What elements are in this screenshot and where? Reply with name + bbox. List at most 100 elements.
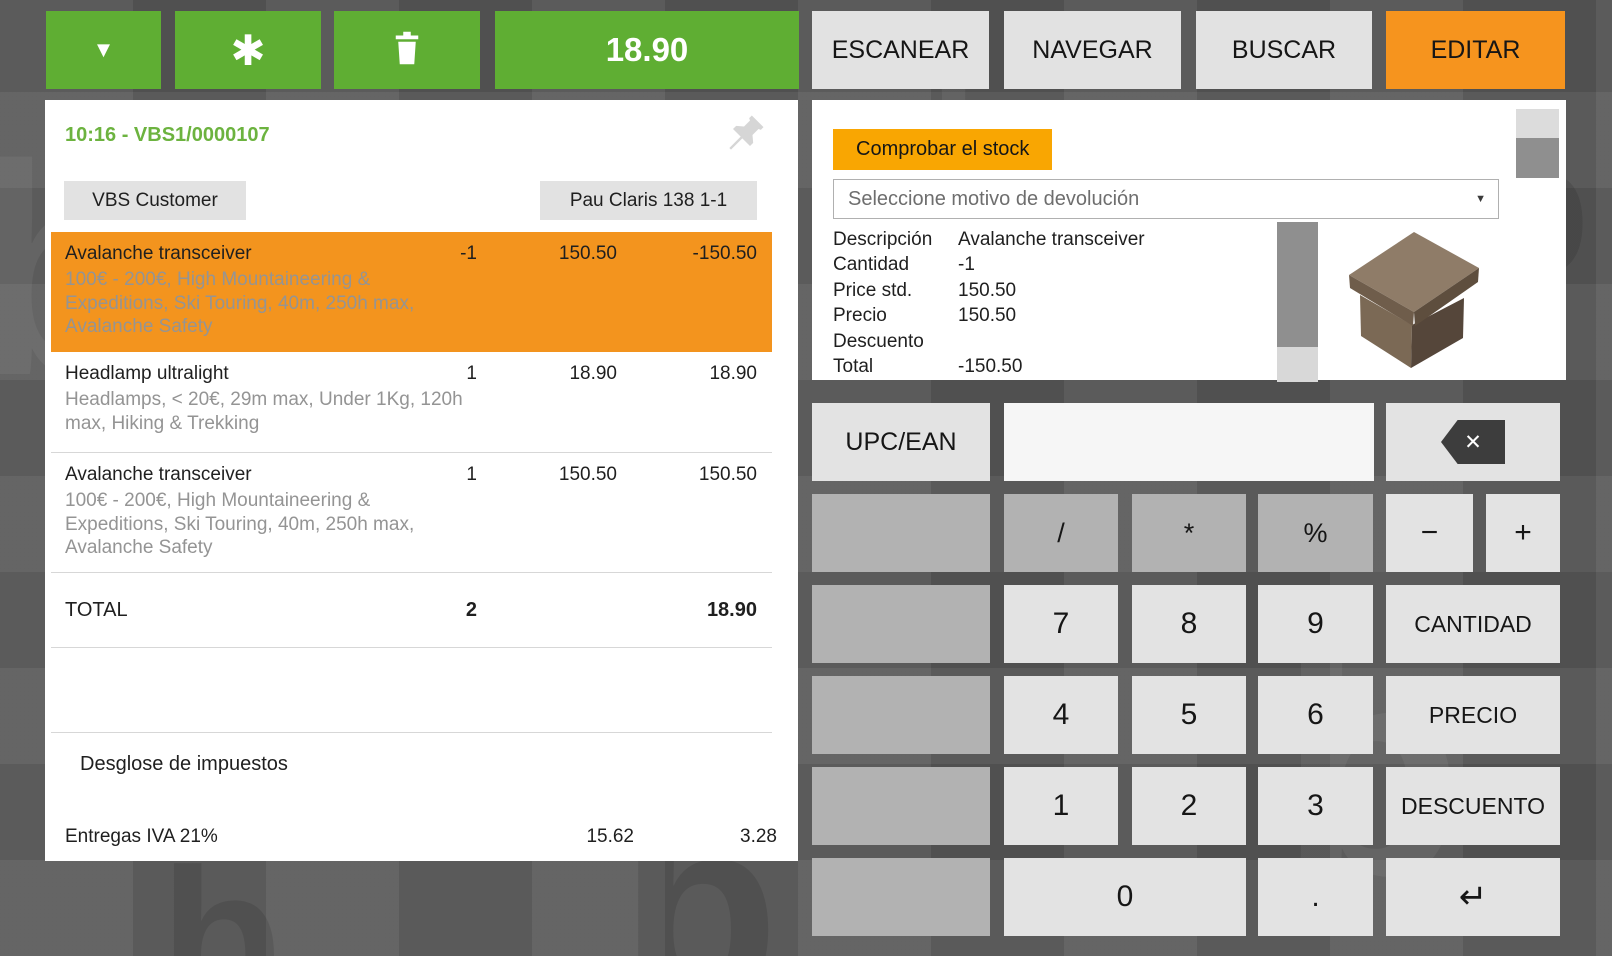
scan-button-label: ESCANEAR xyxy=(831,35,970,64)
blank-key[interactable] xyxy=(812,767,990,845)
total-amount: 18.90 xyxy=(706,598,757,621)
product-fields: Descripción Avalanche transceiver Cantid… xyxy=(833,227,1145,379)
return-reason-value: Seleccione motivo de devolución xyxy=(848,187,1140,210)
digit-1-key[interactable]: 1 xyxy=(1004,767,1118,845)
field-row: Cantidad -1 xyxy=(833,252,1145,277)
collapse-order-button[interactable]: ▼ xyxy=(46,11,161,89)
line-qty: -1 xyxy=(460,243,477,264)
order-line[interactable]: Avalanche transceiver -1 150.50 -150.50 … xyxy=(51,232,772,352)
line-qty: 1 xyxy=(466,363,477,384)
total-qty: 2 xyxy=(465,598,477,621)
multiply-label: * xyxy=(1183,517,1195,548)
order-total-row: TOTAL 2 18.90 xyxy=(51,573,772,648)
enter-key[interactable]: ↵ xyxy=(1386,858,1560,936)
digit-8-key[interactable]: 8 xyxy=(1132,585,1246,663)
enter-icon: ↵ xyxy=(1458,878,1488,916)
product-image xyxy=(1324,220,1494,375)
digit-0-key[interactable]: 0 xyxy=(1004,858,1246,936)
product-detail-panel: Comprobar el stock Seleccione motivo de … xyxy=(812,100,1566,382)
field-row: Total -150.50 xyxy=(833,354,1145,379)
customer-address-button[interactable]: Pau Claris 138 1-1 xyxy=(540,181,757,220)
decimal-point-key[interactable]: . xyxy=(1258,858,1373,936)
order-line[interactable]: Avalanche transceiver 1 150.50 150.50 10… xyxy=(51,453,772,573)
edit-button[interactable]: EDITAR xyxy=(1386,11,1565,89)
receipt-panel: 10:16 - VBS1/0000107 VBS Customer Pau Cl… xyxy=(45,100,798,861)
scrollbar-track xyxy=(1277,347,1318,382)
field-row: Price std. 150.50 xyxy=(833,278,1145,303)
blank-key[interactable] xyxy=(812,858,990,936)
digit-label: 2 xyxy=(1180,789,1198,822)
check-stock-button[interactable]: Comprobar el stock xyxy=(833,129,1053,170)
field-row: Descripción Avalanche transceiver xyxy=(833,227,1145,252)
digit-label: 3 xyxy=(1307,789,1324,822)
digit-2-key[interactable]: 2 xyxy=(1132,767,1246,845)
percent-key[interactable]: % xyxy=(1258,494,1373,572)
product-name: Avalanche transceiver xyxy=(65,464,252,485)
order-total-value: 18.90 xyxy=(605,31,689,68)
price-mode-key[interactable]: PRECIO xyxy=(1386,676,1560,754)
product-name: Headlamp ultralight xyxy=(65,363,229,384)
asterisk-button[interactable]: ✱ xyxy=(175,11,321,89)
product-name: Avalanche transceiver xyxy=(65,243,252,264)
quantity-mode-key[interactable]: CANTIDAD xyxy=(1386,585,1560,663)
percent-label: % xyxy=(1303,517,1328,548)
delete-order-button[interactable] xyxy=(334,11,480,89)
chevron-down-icon: ▼ xyxy=(92,37,115,62)
divider xyxy=(51,732,772,733)
field-value: 150.50 xyxy=(958,279,1017,301)
field-label: Descuento xyxy=(833,330,924,352)
digit-label: 4 xyxy=(1052,698,1070,731)
line-qty: 1 xyxy=(466,464,477,485)
panel-scrollbar[interactable] xyxy=(1516,109,1559,178)
line-price: 18.90 xyxy=(569,363,617,384)
keypad-input[interactable] xyxy=(1004,403,1374,481)
product-description: 100€ - 200€, High Mountaineering & Exped… xyxy=(65,490,415,558)
browse-button-label: NAVEGAR xyxy=(1032,35,1153,64)
field-row: Descuento xyxy=(833,329,1145,354)
digit-7-key[interactable]: 7 xyxy=(1004,585,1118,663)
digit-label: 6 xyxy=(1307,698,1324,731)
field-value: -1 xyxy=(958,254,975,276)
pin-order-icon[interactable] xyxy=(726,112,766,154)
digit-3-key[interactable]: 3 xyxy=(1258,767,1373,845)
decimal-label: . xyxy=(1311,880,1320,913)
scrollbar-thumb xyxy=(1277,222,1318,347)
backspace-key[interactable]: ✕ xyxy=(1386,403,1560,481)
multiply-key[interactable]: * xyxy=(1132,494,1246,572)
digit-label: 0 xyxy=(1116,880,1134,913)
line-subtotal: 150.50 xyxy=(698,464,757,485)
order-line[interactable]: Headlamp ultralight 1 18.90 18.90 Headla… xyxy=(51,352,772,453)
digit-9-key[interactable]: 9 xyxy=(1258,585,1373,663)
digit-6-key[interactable]: 6 xyxy=(1258,676,1373,754)
divide-key[interactable]: / xyxy=(1004,494,1118,572)
quantity-label: CANTIDAD xyxy=(1414,610,1532,637)
digit-label: 7 xyxy=(1052,607,1070,640)
blank-key[interactable] xyxy=(812,494,990,572)
digit-4-key[interactable]: 4 xyxy=(1004,676,1118,754)
scan-button[interactable]: ESCANEAR xyxy=(812,11,989,89)
order-total-button[interactable]: 18.90 xyxy=(495,11,799,89)
field-label: Price std. xyxy=(833,279,913,301)
edit-button-label: EDITAR xyxy=(1430,35,1521,64)
detail-scrollbar[interactable] xyxy=(1277,222,1318,382)
tax-breakdown-title: Desglose de impuestos xyxy=(80,753,288,775)
select-arrow-icon: ▼ xyxy=(1475,193,1486,205)
total-label: TOTAL xyxy=(65,598,128,621)
search-button[interactable]: BUSCAR xyxy=(1196,11,1372,89)
browse-button[interactable]: NAVEGAR xyxy=(1004,11,1181,89)
customer-button[interactable]: VBS Customer xyxy=(64,181,246,220)
discount-mode-key[interactable]: DESCUENTO xyxy=(1386,767,1560,845)
backspace-icon: ✕ xyxy=(1441,420,1505,464)
divide-label: / xyxy=(1057,517,1065,548)
upc-ean-button[interactable]: UPC/EAN xyxy=(812,403,990,481)
trash-icon xyxy=(392,30,422,71)
plus-key[interactable]: + xyxy=(1486,494,1560,572)
blank-key[interactable] xyxy=(812,585,990,663)
minus-key[interactable]: − xyxy=(1386,494,1473,572)
scrollbar-thumb xyxy=(1516,138,1559,178)
blank-key[interactable] xyxy=(812,676,990,754)
digit-label: 9 xyxy=(1307,607,1324,640)
digit-5-key[interactable]: 5 xyxy=(1132,676,1246,754)
return-reason-select[interactable]: Seleccione motivo de devolución ▼ xyxy=(833,179,1499,219)
tax-row: Entregas IVA 21% 15.62 3.28 xyxy=(53,826,793,848)
